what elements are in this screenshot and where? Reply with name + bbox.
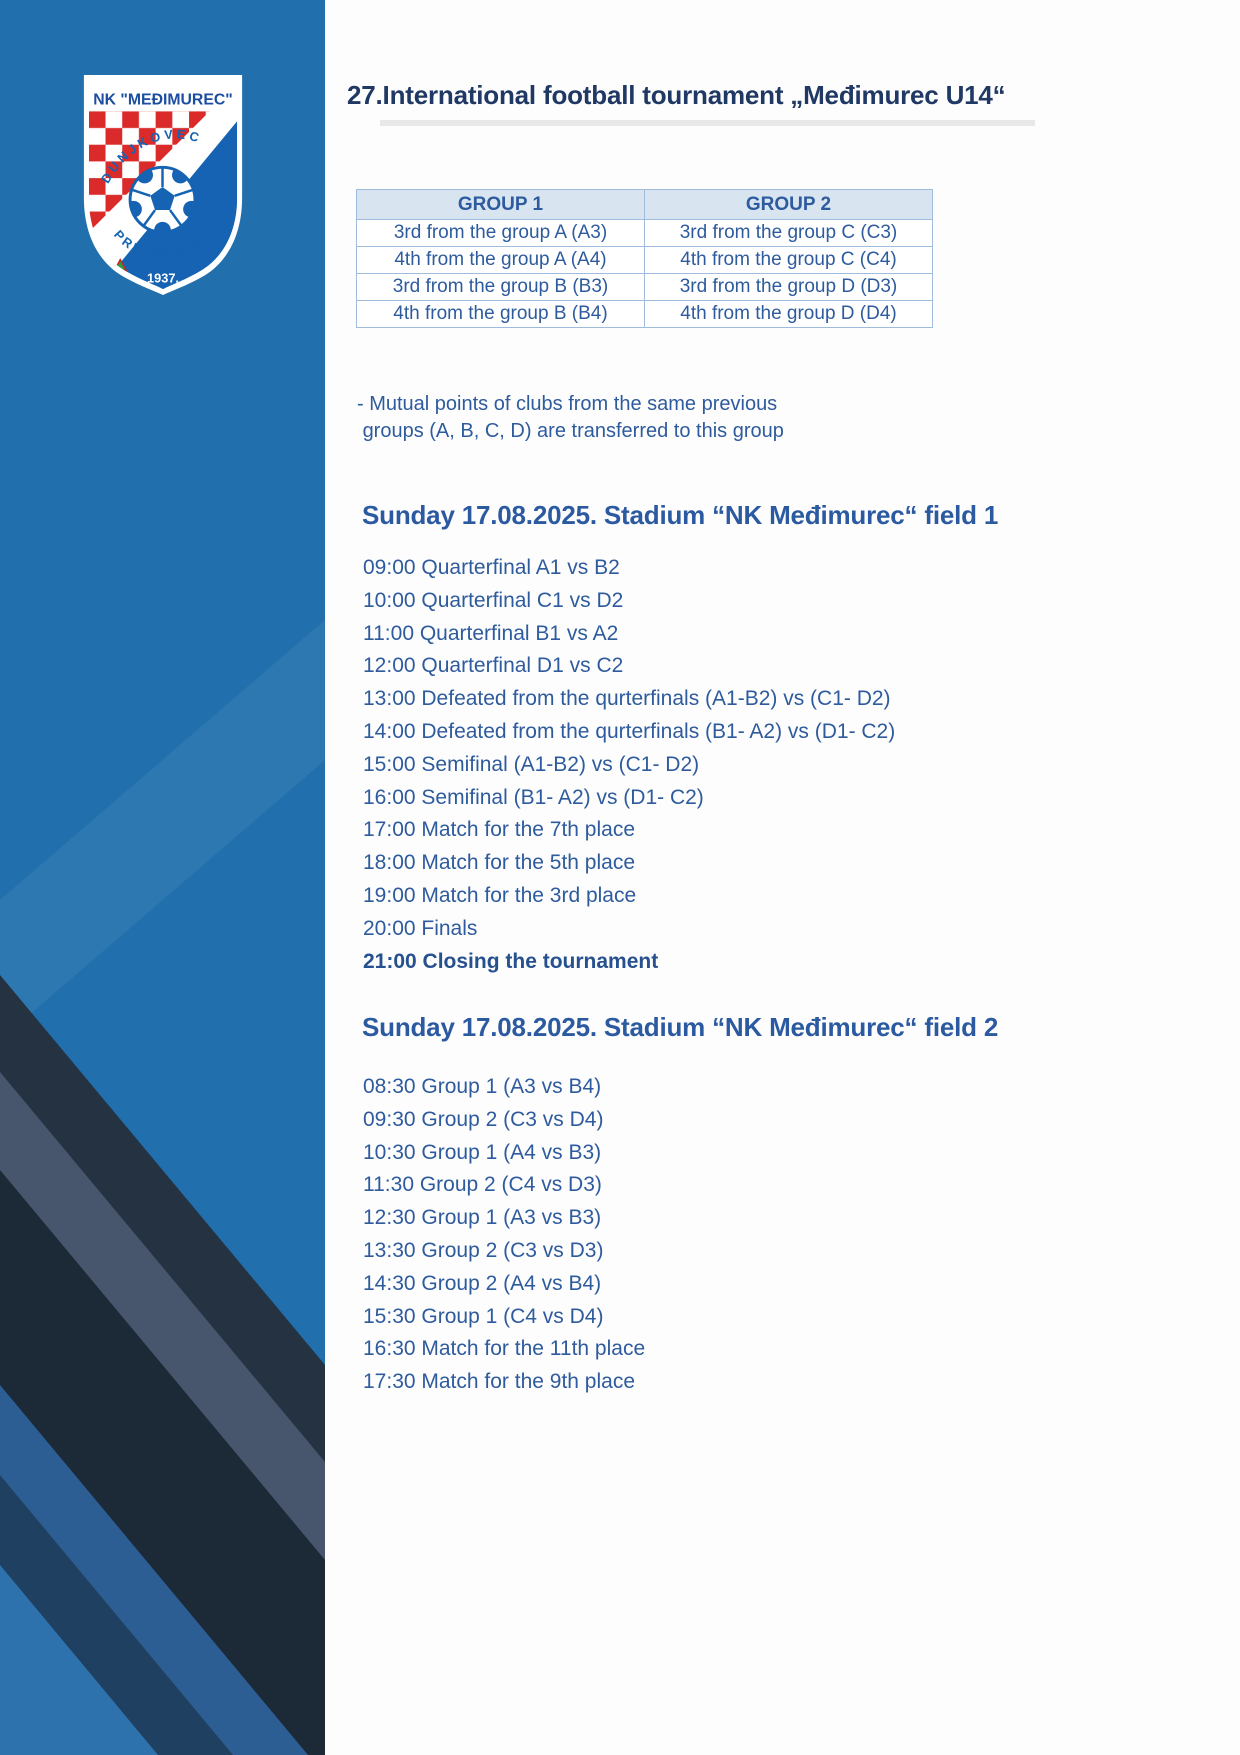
table-row: 4th from the group A (A4) 4th from the g…: [356, 246, 933, 274]
table-cell: 4th from the group B (B4): [356, 300, 645, 328]
schedule-line: 14:00 Defeated from the qurterfinals (B1…: [363, 719, 896, 743]
schedule-line: 11:30 Group 2 (C4 vs D3): [363, 1173, 602, 1197]
table-cell: 3rd from the group B (B3): [356, 273, 645, 301]
note-line-1: - Mutual points of clubs from the same p…: [357, 393, 778, 415]
title-underline: [380, 120, 1035, 126]
schedule-line: 14:30 Group 2 (A4 vs B4): [363, 1271, 602, 1295]
table-cell: 3rd from the group D (D3): [644, 273, 933, 301]
schedule-line: 17:30 Match for the 9th place: [363, 1370, 636, 1394]
table-cell: 3rd from the group A (A3): [356, 219, 645, 247]
table-row: 3rd from the group B (B3) 3rd from the g…: [356, 273, 933, 301]
soccer-ball-icon: [128, 165, 197, 234]
schedule-line: 20:00 Finals: [363, 916, 478, 940]
table-row: 4th from the group B (B4) 4th from the g…: [356, 300, 933, 328]
note-text: - Mutual points of clubs from the same p…: [357, 391, 784, 445]
table-cell: 3rd from the group C (C3): [644, 219, 933, 247]
left-sidebar: NK "MEĐIMUREC" DUNJKOVEC: [0, 0, 325, 1755]
main-content: 27.International football tournament „Me…: [347, 0, 1207, 1755]
note-line-2: groups (A, B, C, D) are transferred to t…: [357, 420, 784, 442]
club-crest-logo: NK "MEĐIMUREC" DUNJKOVEC: [83, 74, 243, 296]
schedule-line: 11:00 Quarterfinal B1 vs A2: [363, 621, 619, 645]
field1-heading: Sunday 17.08.2025. Stadium “NK Međimurec…: [362, 500, 999, 530]
schedule-line: 13:30 Group 2 (C3 vs D3): [363, 1238, 604, 1262]
schedule-line: 09:00 Quarterfinal A1 vs B2: [363, 556, 620, 579]
schedule-line: 13:00 Defeated from the qurterfinals (A1…: [363, 687, 891, 711]
table-header-row: GROUP 1 GROUP 2: [356, 189, 933, 220]
schedule-line: 10:30 Group 1 (A4 vs B3): [363, 1140, 602, 1164]
schedule-line: 17:00 Match for the 7th place: [363, 818, 636, 842]
field2-schedule: 08:30 Group 1 (A3 vs B4) 09:30 Group 2 (…: [363, 1071, 645, 1399]
schedule-line: 08:30 Group 1 (A3 vs B4): [363, 1075, 602, 1098]
table-cell: 4th from the group D (D4): [644, 300, 933, 328]
group2-header-cell: GROUP 2: [644, 189, 933, 220]
table-cell: 4th from the group C (C4): [644, 246, 933, 274]
group1-header-cell: GROUP 1: [356, 189, 645, 220]
schedule-line: 16:30 Match for the 11th place: [363, 1337, 646, 1361]
schedule-line: 15:00 Semifinal (A1-B2) vs (C1- D2): [363, 752, 700, 776]
groups-table: GROUP 1 GROUP 2 3rd from the group A (A3…: [356, 189, 933, 328]
schedule-line: 15:30 Group 1 (C4 vs D4): [363, 1304, 604, 1328]
table-row: 3rd from the group A (A3) 3rd from the g…: [356, 219, 933, 247]
schedule-line: 18:00 Match for the 5th place: [363, 851, 636, 875]
crest-year: 1937.: [147, 270, 179, 285]
schedule-line-closing: 21:00 Closing the tournament: [363, 949, 659, 973]
page-title: 27.International football tournament „Me…: [347, 80, 1006, 110]
field2-heading: Sunday 17.08.2025. Stadium “NK Međimurec…: [362, 1012, 999, 1042]
schedule-line: 12:30 Group 1 (A3 vs B3): [363, 1206, 602, 1230]
schedule-line: 19:00 Match for the 3rd place: [363, 883, 637, 907]
schedule-line: 16:00 Semifinal (B1- A2) vs (D1- C2): [363, 785, 704, 809]
field1-schedule: 09:00 Quarterfinal A1 vs B2 10:00 Quarte…: [363, 552, 895, 978]
table-cell: 4th from the group A (A4): [356, 246, 645, 274]
schedule-line: 09:30 Group 2 (C3 vs D4): [363, 1107, 604, 1131]
crest-club-name: NK "MEĐIMUREC": [93, 91, 233, 108]
schedule-line: 12:00 Quarterfinal D1 vs C2: [363, 654, 624, 678]
schedule-line: 10:00 Quarterfinal C1 vs D2: [363, 588, 624, 612]
